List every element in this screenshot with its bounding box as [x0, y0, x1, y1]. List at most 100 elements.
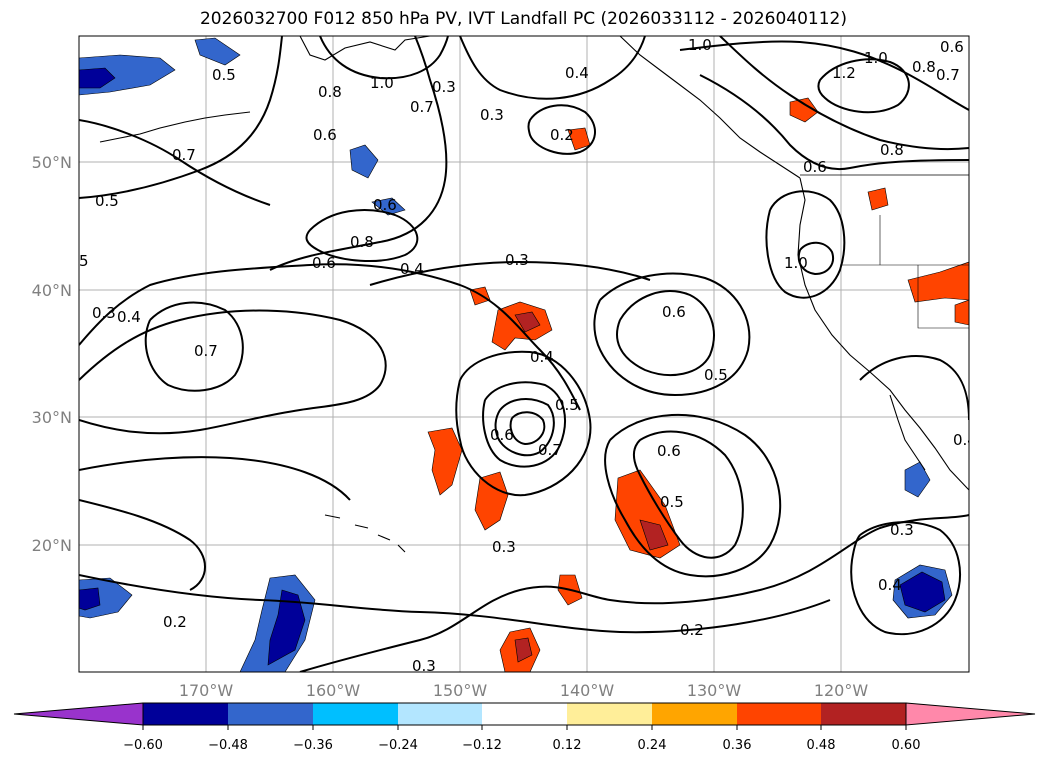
neg-area-sw-center-core	[267, 589, 306, 666]
contour-label: 0.3	[432, 78, 456, 96]
contour-06-center	[482, 381, 566, 468]
contour-label: 1.2	[832, 64, 856, 82]
contour-07-nw	[79, 119, 271, 206]
contour-label: 5	[79, 252, 89, 270]
contour-label: 0.3	[492, 538, 516, 556]
contour-label: 0.3	[480, 106, 504, 124]
lat-label-40n: 40°N	[32, 281, 72, 300]
contour-label: 1.0	[864, 49, 888, 67]
neg-area-central-small	[349, 144, 379, 179]
contour-label: 0.7	[538, 441, 562, 459]
contour-label: 0.4	[530, 348, 554, 366]
contour-label: 0.7	[936, 66, 960, 84]
colorbar-extend-max	[905, 702, 1036, 726]
contour-label: 0.5	[555, 396, 579, 414]
contour-sw-hi	[79, 499, 206, 591]
contour-label: 0.7	[410, 98, 434, 116]
contour-02-south	[79, 574, 831, 634]
contour-05-west	[79, 456, 351, 501]
contour-label: 0.6	[657, 442, 681, 460]
colorbar-tick-label: −0.60	[123, 738, 163, 753]
contour-label: 0.4	[565, 64, 589, 82]
neg-area-se-core	[899, 571, 946, 613]
contour-12-ne	[817, 58, 910, 114]
contour-04-west	[79, 263, 581, 411]
contour-label: 0.8	[880, 141, 904, 159]
contour-inland-small	[797, 241, 834, 276]
contour-06-west	[79, 309, 387, 435]
positive-pc-areas	[427, 97, 969, 672]
colorbar-frame	[142, 702, 907, 726]
contour-label: 0.6	[662, 303, 686, 321]
colorbar-swatch	[652, 703, 737, 725]
coastline-baja	[889, 394, 926, 471]
contour-05-center	[455, 350, 592, 497]
contour-label: 0.3	[412, 657, 436, 675]
contour-label: 0.3	[890, 521, 914, 539]
contour-05-southeast	[604, 413, 782, 578]
gridlines	[79, 36, 969, 672]
contour-06-southeast	[633, 430, 744, 559]
colorbar-tick-label: 0.60	[892, 738, 921, 753]
plot-border	[78, 35, 970, 673]
colorbar-ticks	[142, 725, 907, 730]
colorbar-tick-labels: −0.60 −0.48 −0.36 −0.24 −0.12 0.12 0.24 …	[123, 738, 920, 753]
colorbar-tick-label: 0.12	[553, 738, 582, 753]
contour-label-group: 0.5 1.0 0.8 0.3 0.3 0.4 0.2 1.0 1.0 1.2 …	[79, 36, 977, 675]
contour-06-east	[616, 290, 715, 376]
negative-pc-areas	[79, 37, 953, 672]
pos-area-coast2	[954, 299, 969, 326]
contour-label: 0.5	[660, 493, 684, 511]
lat-label-50n: 50°N	[32, 153, 72, 172]
lon-labels: 170°W 160°W 150°W 140°W 130°W 120°W	[179, 681, 869, 700]
contour-label: 0.4	[953, 431, 977, 449]
contour-inland	[765, 190, 846, 299]
border-states	[840, 215, 969, 329]
coastline-bc-wa-or-ca	[797, 177, 969, 491]
pos-area-ne	[789, 97, 819, 123]
colorbar-swatch	[821, 703, 906, 725]
contour-label: 0.3	[505, 251, 529, 269]
contour-label: 0.5	[212, 66, 236, 84]
contour-label: 0.6	[373, 196, 397, 214]
contour-label: 0.5	[95, 192, 119, 210]
contour-label: 0.6	[312, 254, 336, 272]
lat-label-30n: 30°N	[32, 408, 72, 427]
contour-label: 0.7	[194, 342, 218, 360]
coastline-aleutians	[99, 111, 251, 143]
contour-label: 0.4	[878, 576, 902, 594]
contour-06-ne	[699, 74, 969, 171]
neg-area-sw-left-core	[79, 587, 101, 611]
contour-10-ne	[679, 40, 969, 111]
contour-07-center	[494, 398, 555, 457]
colorbar-swatch	[737, 703, 821, 725]
lon-label-150w: 150°W	[433, 681, 488, 700]
colorbar: −0.60 −0.48 −0.36 −0.24 −0.12 0.12 0.24 …	[13, 702, 1036, 753]
colorbar-tick-label: −0.24	[378, 738, 418, 753]
pos-area-s2-core	[514, 637, 533, 663]
contour-03-south	[299, 514, 969, 672]
pos-area-w2	[474, 471, 509, 531]
lat-labels: 50°N 40°N 30°N 20°N	[32, 153, 72, 555]
contour-label: 0.5	[704, 366, 728, 384]
contour-label: 0.2	[550, 126, 574, 144]
coastline-panhandle	[619, 36, 801, 179]
pos-area-e-core	[639, 519, 669, 551]
colorbar-tick-label: −0.12	[462, 738, 502, 753]
contour-05-east	[593, 272, 751, 397]
pos-area-ne-small	[867, 187, 889, 211]
colorbar-swatch	[228, 703, 313, 725]
contour-lines	[79, 36, 969, 672]
neg-area-se-small	[904, 461, 931, 498]
contour-08-center	[509, 411, 546, 446]
contour-label: 0.8	[318, 83, 342, 101]
contour-label: 0.3	[92, 304, 116, 322]
colorbar-tick-label: −0.48	[208, 738, 248, 753]
contour-se-low	[850, 521, 961, 636]
colorbar-tick-label: 0.48	[807, 738, 836, 753]
neg-area-nw-core	[79, 67, 116, 89]
contour-label: 0.7	[172, 146, 196, 164]
neg-area-central-small2	[371, 197, 406, 216]
contour-02-north	[527, 104, 596, 155]
